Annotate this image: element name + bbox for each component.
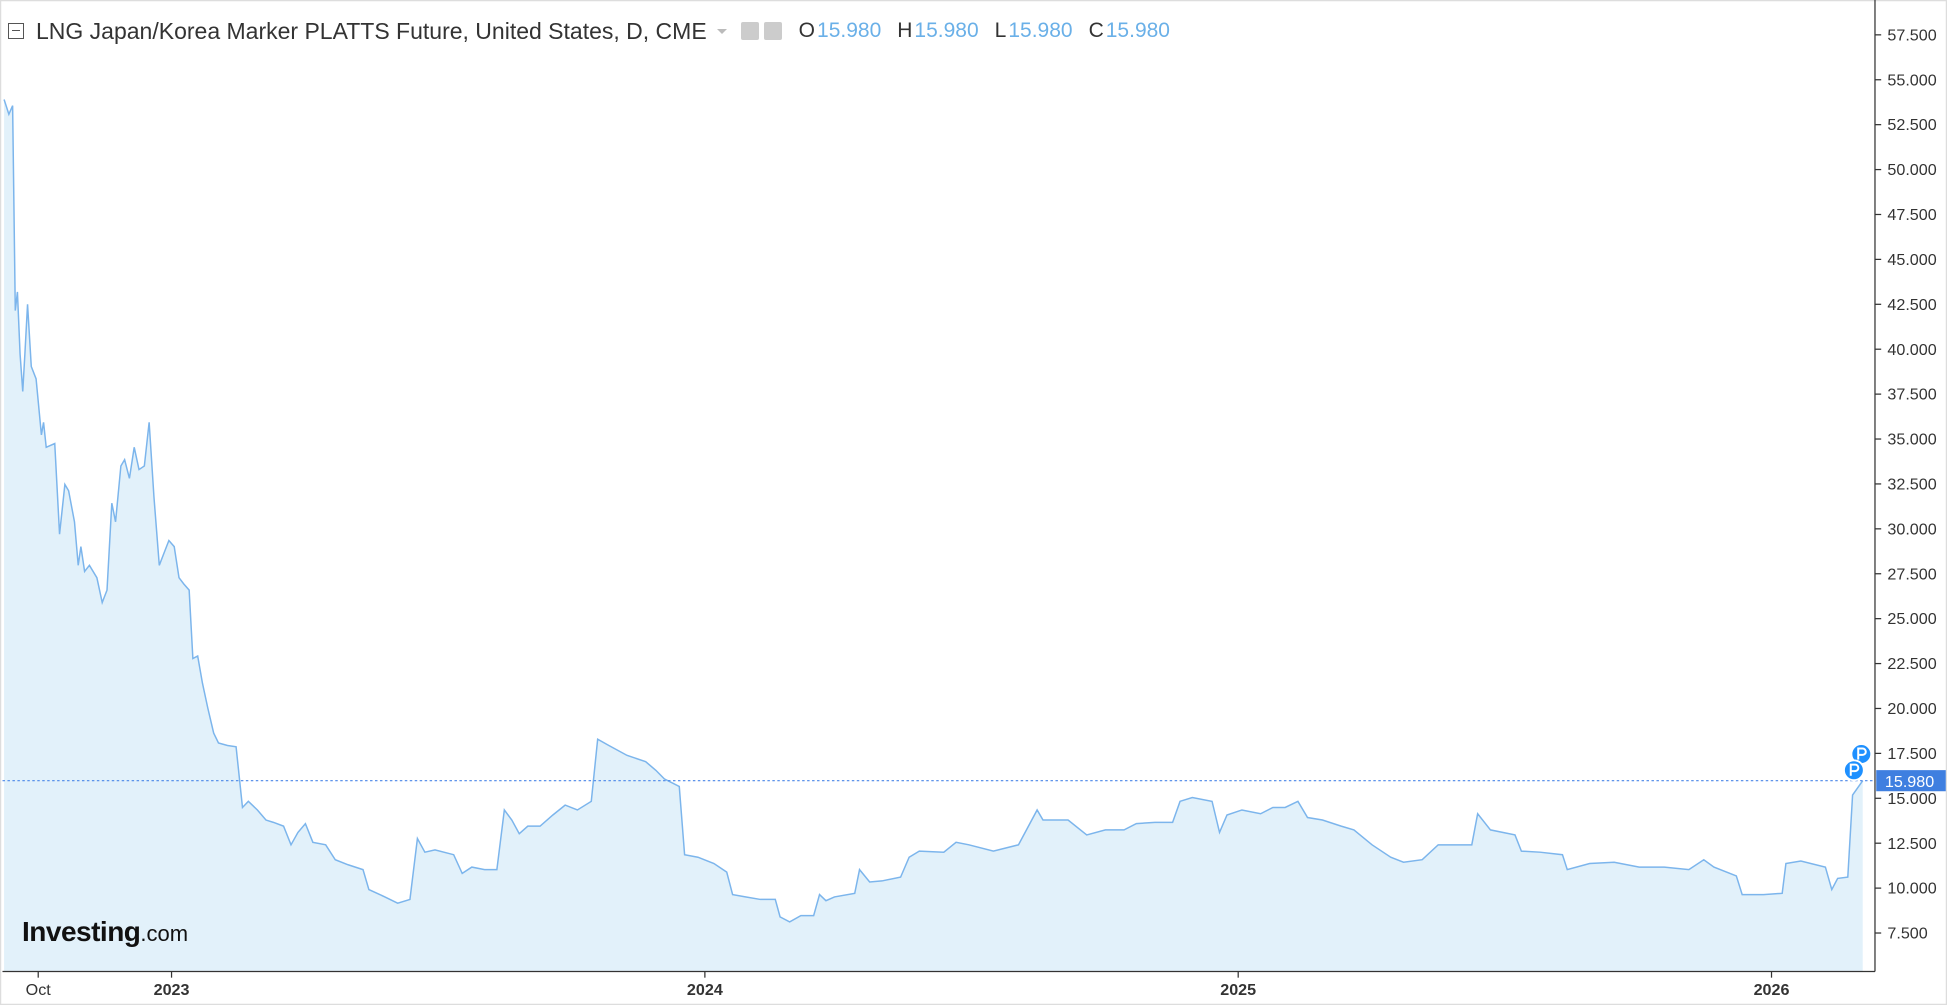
marker-glyph (1849, 763, 1860, 776)
y-tick-label: 55.000 (1887, 71, 1936, 89)
position-marker (1843, 759, 1865, 782)
y-tick-label: 10.000 (1887, 880, 1936, 898)
last-price-label: 15.980 (1885, 773, 1934, 791)
visibility-icon[interactable] (740, 22, 759, 40)
y-tick-label: 25.000 (1887, 610, 1936, 628)
y-tick-label: 47.500 (1887, 206, 1936, 224)
marker-glyph (1857, 747, 1867, 760)
settings-icon[interactable] (763, 22, 782, 40)
logo: Investing.com (22, 916, 188, 948)
price-line (3, 99, 1864, 923)
ohlc-readout: O 15.980 H 15.980 L 15.980 C 15.980 (799, 19, 1186, 43)
ohlc-value: 15.980 (817, 19, 882, 42)
ohlc-value: 15.980 (914, 19, 979, 42)
y-tick-label: 27.500 (1887, 565, 1936, 583)
y-tick-label: 52.500 (1887, 116, 1936, 134)
y-tick-label: 37.500 (1887, 386, 1936, 404)
y-tick-label: 50.000 (1887, 161, 1936, 179)
logo-brand: Investing (22, 916, 141, 947)
ohlc-key: L (994, 19, 1007, 42)
last-price-tag (1876, 770, 1946, 792)
dropdown-caret[interactable] (716, 28, 727, 34)
ohlc-key: H (897, 19, 913, 42)
y-tick-label: 22.500 (1887, 655, 1936, 673)
x-tick-label: Oct (26, 981, 52, 999)
y-tick-label: 40.000 (1887, 341, 1936, 359)
chart-title: LNG Japan/Korea Marker PLATTS Future, Un… (36, 17, 707, 44)
y-tick-label: 57.500 (1887, 26, 1936, 44)
area-fill (4, 99, 1863, 972)
ohlc-key: C (1088, 19, 1104, 42)
y-tick-label: 32.500 (1887, 476, 1936, 494)
y-tick-label: 12.500 (1887, 835, 1936, 853)
y-tick-label: 15.000 (1887, 790, 1936, 808)
ohlc-key: O (798, 19, 816, 42)
plot-area (2, 99, 1875, 972)
x-tick-label: 2026 (1754, 981, 1790, 999)
logo-suffix: .com (140, 921, 189, 946)
ohlc-value: 15.980 (1008, 19, 1073, 42)
ohlc-value: 15.980 (1105, 19, 1170, 42)
collapse-button[interactable] (8, 23, 24, 39)
chart-header: LNG Japan/Korea Marker PLATTS Future, Un… (8, 14, 1186, 48)
y-tick-label: 17.500 (1887, 745, 1936, 763)
y-tick-label: 42.500 (1887, 296, 1936, 314)
y-tick-label: 7.500 (1887, 925, 1927, 943)
x-tick-label: 2025 (1220, 981, 1256, 999)
x-tick-label: 2023 (154, 981, 190, 999)
y-tick-label: 30.000 (1887, 520, 1936, 538)
y-tick-label: 35.000 (1887, 431, 1936, 449)
y-tick-label: 45.000 (1887, 251, 1936, 269)
x-tick-label: 2024 (687, 981, 723, 999)
y-tick-label: 20.000 (1887, 700, 1936, 718)
